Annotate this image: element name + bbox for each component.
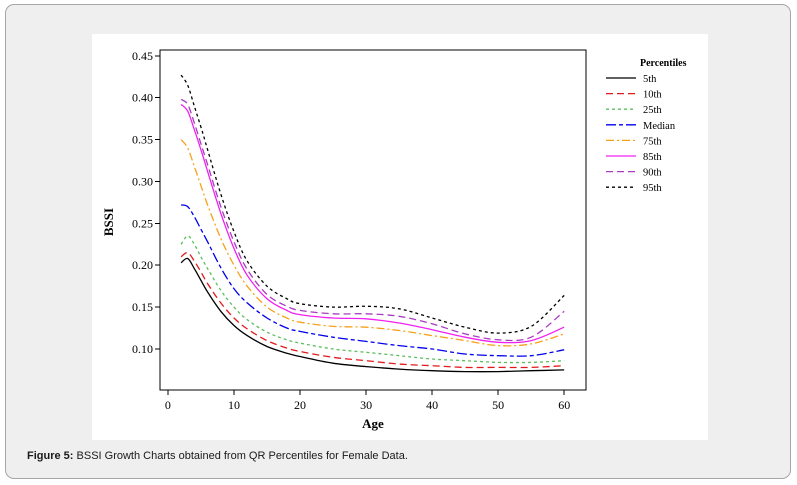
legend: Percentiles 5th 10th 25th Median 75th 85th 90t…: [606, 58, 687, 194]
series-lines: [180, 74, 565, 373]
y-tick-label: 0.45: [132, 49, 153, 63]
legend-item-75th: 75th: [606, 136, 662, 147]
series-line-median: [180, 204, 565, 357]
x-tick-label: 60: [558, 398, 570, 412]
y-tick-label: 0.20: [132, 258, 153, 272]
y-axis-label: BSSI: [101, 208, 116, 236]
series-line-75th: [180, 139, 565, 347]
caption-text: BSSI Growth Charts obtained from QR Perc…: [76, 450, 408, 462]
y-tick-label: 0.25: [132, 216, 153, 230]
legend-item-10th: 10th: [606, 90, 662, 101]
legend-label: 5th: [643, 74, 657, 85]
caption-label: Figure 5:: [27, 450, 74, 462]
legend-item-25th: 25th: [606, 105, 662, 116]
x-tick-label: 10: [228, 398, 240, 412]
series-line-90th: [180, 98, 565, 342]
x-tick-label: 50: [492, 398, 504, 412]
series-line-95th: [180, 74, 565, 334]
figure-caption: Figure 5: BSSI Growth Charts obtained fr…: [27, 449, 408, 463]
x-tick-label: 40: [426, 398, 438, 412]
x-tick-label: 0: [165, 398, 171, 412]
series-line-5th: [180, 257, 565, 373]
series-line-10th: [180, 251, 565, 369]
legend-item-median: Median: [606, 121, 676, 132]
legend-item-95th: 95th: [606, 183, 662, 194]
legend-label: 10th: [643, 90, 662, 101]
x-tick-label: 20: [294, 398, 306, 412]
legend-label: 25th: [643, 105, 662, 116]
legend-item-85th: 85th: [606, 152, 662, 163]
plot-frame: [159, 49, 587, 391]
legend-title: Percentiles: [640, 58, 687, 69]
series-line-25th: [180, 235, 565, 364]
y-tick-label: 0.15: [132, 300, 153, 314]
x-tick-label: 30: [360, 398, 372, 412]
legend-item-5th: 5th: [606, 74, 657, 85]
legend-label: 90th: [643, 168, 662, 179]
legend-label: 75th: [643, 136, 662, 147]
legend-item-90th: 90th: [606, 168, 662, 179]
chart-background: [92, 34, 708, 440]
x-axis: 0 10 20 30 40 50 60: [165, 390, 570, 412]
x-axis-label: Age: [362, 416, 384, 431]
legend-label: Median: [643, 121, 676, 132]
y-tick-label: 0.40: [132, 91, 153, 105]
y-tick-label: 0.10: [132, 342, 153, 356]
series-line-85th: [180, 103, 565, 344]
legend-label: 85th: [643, 152, 662, 163]
y-tick-label: 0.35: [132, 133, 153, 147]
legend-label: 95th: [643, 183, 662, 194]
y-tick-label: 0.30: [132, 174, 153, 188]
y-axis: 0.10 0.15 0.20 0.25 0.30 0.35 0.40 0.45: [132, 49, 160, 356]
